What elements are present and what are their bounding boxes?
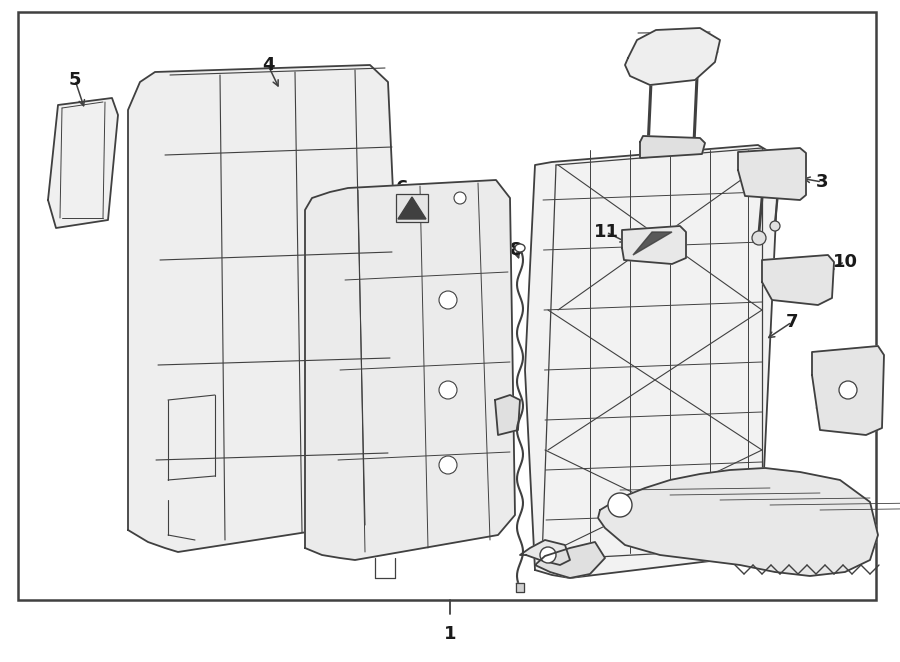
- Polygon shape: [625, 28, 720, 85]
- Polygon shape: [48, 98, 118, 228]
- Text: 10: 10: [832, 253, 858, 271]
- Polygon shape: [598, 468, 878, 576]
- Text: 4: 4: [262, 56, 274, 74]
- Circle shape: [439, 381, 457, 399]
- Text: 12: 12: [748, 473, 772, 491]
- Text: 7: 7: [786, 313, 798, 331]
- Circle shape: [540, 547, 556, 563]
- Text: 11: 11: [593, 223, 618, 241]
- Ellipse shape: [515, 244, 525, 252]
- Text: 6: 6: [396, 179, 409, 197]
- Text: 9: 9: [851, 381, 864, 399]
- Text: 2: 2: [664, 46, 676, 64]
- Bar: [18, 12, 876, 600]
- Polygon shape: [633, 232, 672, 255]
- Circle shape: [608, 493, 632, 517]
- Polygon shape: [762, 255, 834, 305]
- Polygon shape: [128, 65, 406, 552]
- Polygon shape: [520, 540, 570, 565]
- Polygon shape: [640, 136, 705, 158]
- Polygon shape: [622, 226, 686, 264]
- Polygon shape: [305, 180, 515, 560]
- Polygon shape: [495, 395, 520, 435]
- Circle shape: [439, 291, 457, 309]
- Text: 5: 5: [68, 71, 81, 89]
- Circle shape: [454, 192, 466, 204]
- Polygon shape: [398, 197, 426, 219]
- Circle shape: [439, 456, 457, 474]
- Text: 3: 3: [815, 173, 828, 191]
- Polygon shape: [525, 145, 778, 578]
- Polygon shape: [535, 542, 605, 578]
- Circle shape: [752, 231, 766, 245]
- Polygon shape: [516, 583, 524, 592]
- Text: 8: 8: [509, 241, 522, 259]
- Circle shape: [839, 381, 857, 399]
- Circle shape: [770, 221, 780, 231]
- Bar: [396, 194, 428, 222]
- Text: 1: 1: [444, 625, 456, 643]
- Polygon shape: [738, 148, 806, 200]
- Polygon shape: [812, 346, 884, 435]
